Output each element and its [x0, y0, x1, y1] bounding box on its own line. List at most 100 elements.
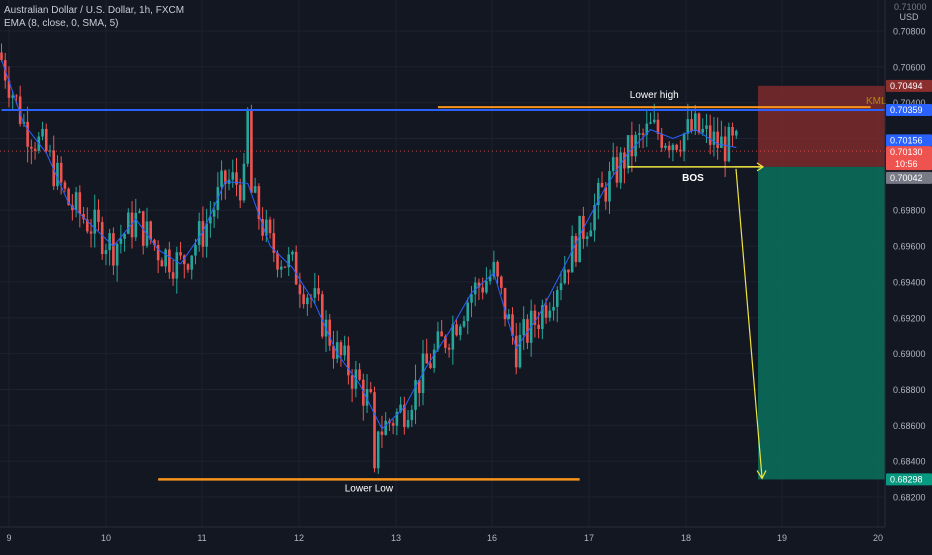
- candle-body: [552, 306, 555, 311]
- candle-body: [664, 145, 667, 148]
- price-tick-label: 0.69600: [893, 242, 926, 252]
- stop-price-tag-bg: [886, 79, 932, 92]
- candle-body: [638, 133, 641, 135]
- target-price-tag: 0.68298: [890, 474, 923, 484]
- candle-body: [194, 244, 197, 256]
- candle-body: [149, 221, 152, 240]
- candle-body: [712, 131, 716, 145]
- stop-price-tag: 0.70494: [890, 81, 923, 91]
- candle-body: [623, 152, 626, 169]
- candle-body: [369, 389, 373, 393]
- candle-body: [705, 125, 708, 129]
- candle-body: [350, 375, 354, 389]
- lower-high-line-label: Lower high: [630, 90, 679, 101]
- time-axis: 9 10 11 12 13 16 17 18 19 20: [0, 526, 885, 543]
- price-tick-label: 0.68800: [893, 385, 926, 395]
- candle-body: [727, 126, 731, 162]
- candle-body: [440, 331, 443, 337]
- candle-body: [682, 133, 686, 152]
- candle-body: [410, 409, 414, 421]
- candle-body: [276, 252, 279, 270]
- candle-body: [432, 349, 436, 368]
- candle-body: [492, 261, 496, 277]
- price-tick-label: 0.70800: [893, 27, 926, 37]
- candle-body: [473, 282, 477, 295]
- time-tick-label: 9: [6, 533, 11, 543]
- kml-label: KML: [866, 96, 887, 107]
- ema-legend[interactable]: EMA (8, close, 0, SMA, 5): [4, 18, 119, 29]
- candle-body: [481, 287, 484, 293]
- candle-body: [261, 219, 264, 236]
- candle-body: [246, 109, 249, 164]
- candle-body: [112, 233, 115, 266]
- candle-body: [108, 233, 111, 251]
- candle-body: [690, 119, 693, 132]
- candle-body: [347, 345, 350, 376]
- candle-body: [697, 113, 701, 133]
- candle-body: [686, 119, 690, 134]
- candle-body: [436, 331, 440, 350]
- candle-body: [667, 145, 671, 151]
- price-tags: 0.70494 0.70359 0.70156 0.70130 10:56 0.70042…: [886, 79, 932, 486]
- candle-body: [604, 187, 608, 202]
- candle-body: [522, 319, 525, 335]
- candle-body: [559, 283, 563, 291]
- entry-price-tag: 0.70042: [890, 173, 923, 183]
- candle-body: [15, 95, 18, 97]
- candle-body: [391, 423, 395, 426]
- candle-body: [306, 297, 309, 305]
- candle-body: [119, 238, 123, 244]
- candle-body: [67, 188, 70, 206]
- candle-body: [425, 353, 429, 364]
- candle-body: [701, 128, 705, 133]
- time-tick-label: 11: [197, 533, 206, 543]
- candle-body: [455, 324, 458, 336]
- candle-body: [656, 119, 660, 134]
- projection-arrows: [735, 162, 767, 480]
- candle-body: [48, 150, 52, 152]
- candle-body: [671, 144, 675, 151]
- candle-body: [168, 249, 171, 273]
- candle-body: [104, 250, 108, 255]
- candle-body: [130, 212, 134, 238]
- candle-body: [250, 109, 253, 193]
- candle-body: [597, 182, 600, 206]
- candle-body: [358, 369, 361, 380]
- time-tick-label: 13: [391, 533, 401, 543]
- candle-body: [268, 219, 272, 234]
- axis-unit-label[interactable]: 0.71000 USD: [894, 2, 927, 22]
- symbol-title[interactable]: Australian Dollar / U.S. Dollar, 1h, FXC…: [4, 5, 185, 16]
- level-lines: Lower high BOS Lower Low: [0, 90, 885, 494]
- candle-body: [123, 233, 126, 239]
- time-tick-label: 18: [681, 533, 691, 543]
- candle-body: [589, 230, 593, 237]
- candle-body: [242, 163, 246, 201]
- candle-body: [417, 380, 421, 394]
- candle-body: [384, 420, 387, 435]
- candle-body: [235, 172, 238, 185]
- candle-body: [186, 264, 190, 270]
- candle-body: [362, 379, 365, 406]
- candle-body: [619, 152, 622, 183]
- candle-body: [59, 162, 63, 183]
- candle-body: [488, 276, 492, 282]
- candle-body: [500, 276, 503, 288]
- candle-body: [153, 239, 156, 246]
- position-zones: KML: [758, 85, 887, 480]
- candle-body: [26, 121, 29, 147]
- candle-body: [85, 219, 89, 232]
- candle-body: [335, 342, 339, 359]
- candle-body: [33, 148, 37, 151]
- arrowhead-right: [756, 162, 765, 172]
- candle-body: [365, 389, 369, 406]
- ema-line: [1, 59, 737, 430]
- chart-legend: Australian Dollar / U.S. Dollar, 1h, FXC…: [4, 4, 184, 30]
- candle-body: [567, 269, 570, 273]
- bos-line-label: BOS: [682, 173, 704, 184]
- candle-body: [205, 223, 208, 247]
- candle-body: [720, 136, 723, 148]
- candle-body: [526, 319, 529, 343]
- candle-body: [641, 133, 645, 135]
